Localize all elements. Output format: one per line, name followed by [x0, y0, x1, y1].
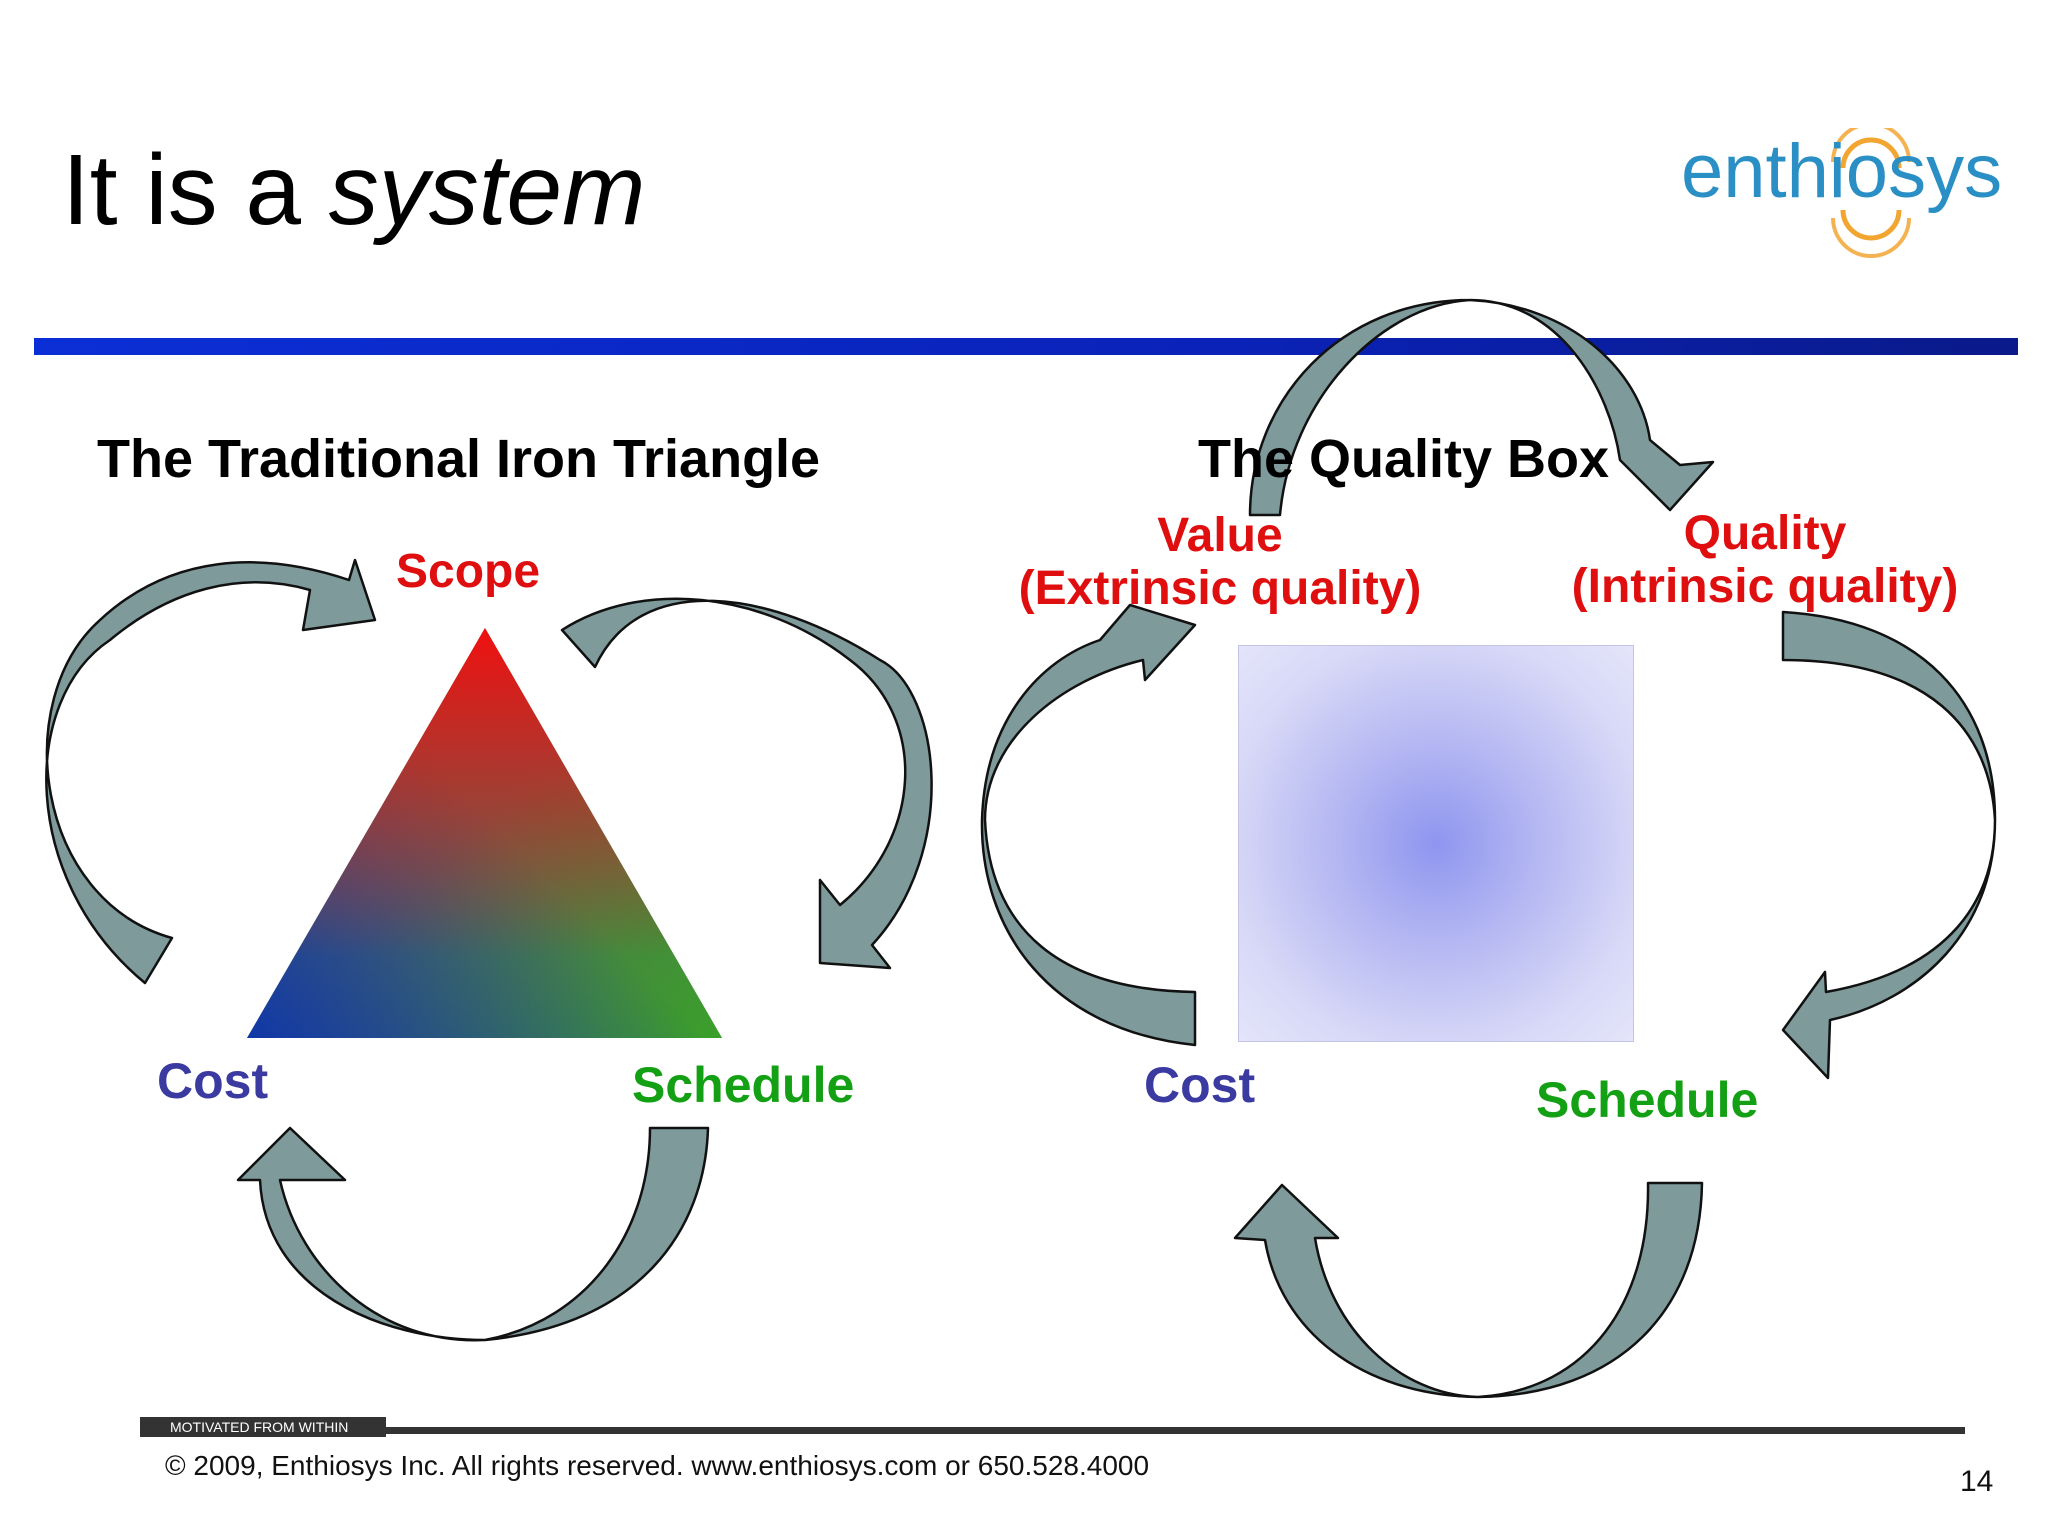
page-number: 14 — [1960, 1465, 1994, 1498]
footer-rule — [140, 1427, 1965, 1434]
slide-title-italic: system — [328, 134, 646, 246]
quality-subtitle: (Intrinsic quality) — [1571, 559, 1959, 613]
cost-label-right: Cost — [1144, 1057, 1256, 1113]
footer-copyright: © 2009, Enthiosys Inc. All rights reserv… — [165, 1450, 1150, 1481]
schedule-label-right: Schedule — [1536, 1072, 1759, 1128]
curved-arrow-icon — [236, 1126, 710, 1342]
curved-arrow-icon — [980, 603, 1197, 1047]
iron-triangle-heading: The Traditional Iron Triangle — [97, 429, 821, 489]
quality-box-square — [1238, 645, 1634, 1042]
quality-label: Quality (Intrinsic quality) — [1560, 507, 1970, 614]
value-subtitle: (Extrinsic quality) — [1018, 561, 1422, 615]
curved-arrow-icon — [560, 597, 933, 970]
enthiosys-logo: enthiosys — [1675, 128, 2005, 258]
curved-arrow-icon — [1781, 610, 1997, 1080]
iron-triangle — [247, 628, 722, 1038]
curved-arrow-icon — [45, 558, 377, 985]
cost-label-left: Cost — [157, 1053, 269, 1109]
schedule-label-left: Schedule — [632, 1057, 855, 1113]
curved-arrow-icon — [1233, 1181, 1704, 1399]
scope-label: Scope — [396, 545, 541, 598]
title-divider — [34, 338, 2018, 355]
quality-box-heading: The Quality Box — [1198, 429, 1610, 489]
footer-tagline: MOTIVATED FROM WITHIN — [140, 1417, 386, 1437]
slide-title-plain: It is a — [62, 134, 329, 246]
quality-title: Quality — [1683, 507, 1847, 560]
value-title: Value — [1157, 509, 1283, 562]
slide-title: It is a system — [62, 140, 645, 240]
logo-rings-icon — [1831, 128, 1911, 258]
logo-wordmark: enthiosys — [1681, 129, 2003, 214]
value-label: Value (Extrinsic quality) — [1005, 509, 1435, 616]
curved-arrow-icon — [1248, 298, 1715, 517]
